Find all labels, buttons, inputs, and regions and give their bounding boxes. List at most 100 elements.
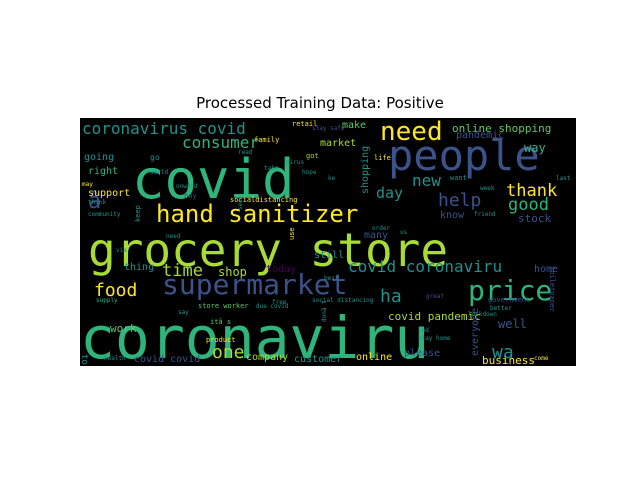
word: online [356,352,392,363]
word: know [440,210,465,221]
word: stock [518,212,551,225]
word: lockdown [468,311,497,318]
word: day [376,184,403,202]
word: good [508,195,549,215]
cloud-background [80,118,576,366]
word: ha [380,286,402,307]
word: come [534,355,549,362]
word: home [534,264,558,275]
word: got [306,152,319,160]
word: coronaviru [80,304,429,366]
word: hope [302,169,317,176]
word: market [320,138,356,149]
word: friend [474,211,496,218]
word: world [150,169,168,176]
word: coronavirus covid [82,119,246,138]
word: due covid [256,303,289,310]
word: donâ t [321,300,328,322]
word: order [372,225,390,232]
word: consumer [182,133,259,152]
word: everyone [470,308,481,356]
word: way [524,141,546,155]
word: want [450,174,467,182]
word: best [324,275,339,282]
word: us [400,229,408,236]
word: food [94,280,137,301]
word: go [150,153,160,162]
word: family [254,136,279,144]
word: virus [286,159,304,166]
word: supermarket [162,268,347,301]
word: company [246,352,288,363]
word: please [404,348,440,359]
word: onward [176,183,198,190]
word: new [412,171,441,190]
word: stay home [418,335,451,342]
word: work [110,322,137,335]
word: product [206,336,236,344]
word: social distancing [312,297,374,304]
word: need [166,233,181,240]
word: socialdistancing [230,196,297,204]
word: price [468,274,552,307]
word: today [266,264,296,275]
word: help [438,190,481,211]
word: hand sanitizer [156,200,358,228]
word: free [272,299,287,306]
word: going [84,152,114,163]
word: shop [218,265,247,279]
word: use [288,227,296,240]
word: pandemic [456,130,504,141]
word: read [238,149,253,156]
word: retail [292,120,317,128]
word: last [556,175,571,182]
word: still [314,250,344,261]
word: health [104,355,126,362]
word: thing [124,262,154,273]
word: may [82,181,93,188]
word: people [388,131,540,180]
word: customer [294,354,342,365]
word: think [88,199,106,206]
word: u [80,160,84,170]
word: shopping [360,146,371,194]
word: make [342,120,366,131]
word: community [88,211,121,218]
word: toiletpaper [548,266,556,312]
word: supply [96,297,118,304]
word: life [374,154,391,162]
word: business [482,354,535,366]
word: take [264,165,279,172]
word-cloud: coronaviru grocery store covid people superm… [80,118,576,366]
word: ind [418,327,429,334]
word: support [88,188,130,199]
word: thank [506,181,557,201]
word: covid coronaviru [348,257,502,276]
word: covid covid [134,354,200,365]
words-layer: coronaviru grocery store covid people superm… [80,118,571,366]
word: right [88,166,118,177]
word: online shopping [452,122,551,135]
word: need [380,118,443,147]
word: government [488,296,530,304]
word: covid [132,148,295,211]
word: see [237,199,244,210]
chart-title: Processed Training Data: Positive [196,94,444,112]
word: store worker [198,302,249,310]
word: one [212,342,245,363]
word: well [498,317,527,331]
word: say [178,309,189,316]
word: many [364,230,388,241]
word: stay safe [312,125,345,132]
word: covid pandemic [388,310,481,323]
word: great [426,293,444,300]
word: â [88,189,101,214]
word: buy [184,192,197,200]
word: wa [492,342,514,363]
word: week [480,185,495,192]
word: grocery store [88,223,448,277]
word: keep [134,205,142,222]
word: via [116,247,127,254]
word: toilet paper [80,354,89,366]
word: itâ s [210,318,231,326]
